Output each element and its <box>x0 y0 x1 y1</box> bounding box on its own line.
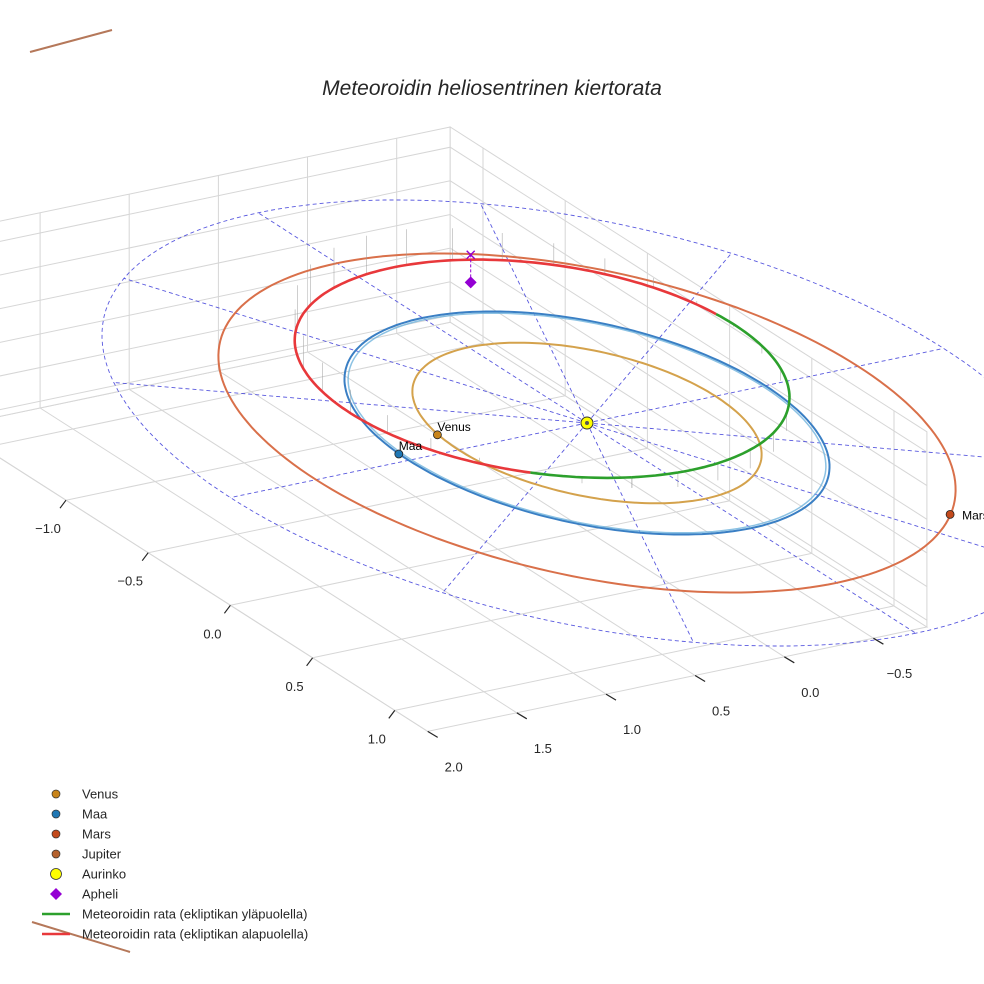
grid-x-4 <box>312 358 813 659</box>
orbit-venus <box>411 341 763 505</box>
y-tick-2-mark <box>694 674 706 683</box>
y-tick-0-mark <box>873 637 884 645</box>
aphelion-projection-x <box>466 250 476 260</box>
legend-label-maa: Maa <box>82 807 108 822</box>
ecliptic-spoke-4 <box>113 382 588 424</box>
ecliptic-spoke-5 <box>123 277 588 424</box>
planet-label-venus: Venus <box>437 420 470 434</box>
y-tick-0-label: −0.5 <box>887 666 913 681</box>
aphelion-marker <box>464 276 477 289</box>
y-tick-5-label: 2.0 <box>445 759 463 774</box>
jupiter-orbit-fragments <box>29 29 131 953</box>
ecliptic-spoke-0 <box>586 422 917 634</box>
planet-venus <box>432 430 442 440</box>
grid-y-2 <box>217 175 696 676</box>
y-tick-2-label: 0.5 <box>712 704 730 719</box>
ecliptic-spoke-8 <box>586 253 732 424</box>
meteoroid-orbit <box>293 258 791 480</box>
planet-orbits <box>217 252 957 594</box>
x-tick-5-mark <box>388 710 396 719</box>
x-tick-2-label: −0.5 <box>117 574 143 589</box>
y-tick-1-label: 0.0 <box>801 685 819 700</box>
y-tick-3-mark <box>605 693 617 701</box>
y-tick-1-mark <box>783 656 795 664</box>
grid-x-3 <box>230 305 731 606</box>
y-tick-4-label: 1.5 <box>534 741 552 756</box>
legend-marker-mars <box>51 829 61 839</box>
planet-label-mars: Mars <box>962 508 984 522</box>
sun-core <box>585 421 589 425</box>
legend-label-mars: Mars <box>82 827 111 842</box>
y-tick-3-label: 1.0 <box>623 722 641 737</box>
grid-z-1 <box>0 281 928 588</box>
ecliptic-spoke-11 <box>586 422 984 548</box>
legend-marker-aurinko <box>50 868 62 880</box>
legend-marker-venus <box>51 789 61 799</box>
x-tick-3-mark <box>223 604 231 614</box>
legend-label-jupiter: Jupiter <box>82 847 122 862</box>
meteoroid-orbit-above-0 <box>631 312 791 479</box>
grid-z-4 <box>0 180 928 487</box>
grid-y-0 <box>396 138 874 639</box>
x-tick-1-mark <box>59 499 67 509</box>
grid-y-4 <box>39 212 518 714</box>
orbit-maa <box>343 310 831 536</box>
chart-markers: Venus Maa Mars <box>394 250 984 522</box>
x-tick-2-mark <box>141 552 149 562</box>
legend-marker-apheli <box>50 888 62 900</box>
grid-y-5 <box>0 457 428 732</box>
x-tick-3-label: 0.0 <box>203 626 221 641</box>
legend-marker-maa <box>51 809 61 819</box>
legend: Venus Maa Mars Jupiter Aurinko Apheli Meteoroi… <box>42 787 308 942</box>
grid-x-5 <box>394 410 895 711</box>
legend-label-meteoroidin-rata-ekliptikan-yl-puolella: Meteoroidin rata (ekliptikan yläpuolella… <box>82 907 307 922</box>
x-tick-4-mark <box>306 657 314 667</box>
planet-mars <box>945 510 955 519</box>
orbit-mars <box>217 252 957 594</box>
x-tick-1-label: −1.0 <box>35 521 61 536</box>
y-tick-4-mark <box>516 712 528 720</box>
grid-x-2 <box>148 253 648 554</box>
axis-ticks: −1.5−1.0−0.50.00.51.0−0.50.00.51.01.52.0… <box>35 499 913 774</box>
legend-label-aurinko: Aurinko <box>82 867 126 882</box>
meteoroid-orbit-above-2 <box>530 471 632 480</box>
ecliptic-spoke-2 <box>442 422 588 593</box>
legend-label-meteoroidin-rata-ekliptikan-alapuolella: Meteoroidin rata (ekliptikan alapuolella… <box>82 927 308 942</box>
jupiter-orbit-top <box>29 29 113 53</box>
planet-maa <box>394 449 404 459</box>
grid-y-1 <box>307 156 785 658</box>
planet-label-maa: Maa <box>399 439 423 453</box>
ecliptic-ring-1 <box>101 199 984 647</box>
ecliptic-spoke-6 <box>257 212 588 424</box>
y-tick-5-mark <box>427 730 439 738</box>
legend-label-venus: Venus <box>82 787 119 802</box>
chart-title: Meteoroidin heliosentrinen kiertorata <box>322 77 662 100</box>
x-tick-5-label: 1.0 <box>368 731 386 746</box>
legend-marker-jupiter <box>51 849 61 859</box>
grid-x-0 <box>0 148 484 445</box>
grid-z-2 <box>0 247 928 554</box>
legend-label-apheli: Apheli <box>82 887 118 902</box>
x-tick-4-label: 0.5 <box>286 679 304 694</box>
grid-z-3 <box>0 213 928 520</box>
orbit-maa-band <box>347 312 827 534</box>
meteoroid-orbit-below-1 <box>293 258 717 474</box>
jupiter-orbit-bottom <box>31 921 131 953</box>
ecliptic-spoke-10 <box>586 422 984 458</box>
grid-y-3 <box>128 194 607 695</box>
